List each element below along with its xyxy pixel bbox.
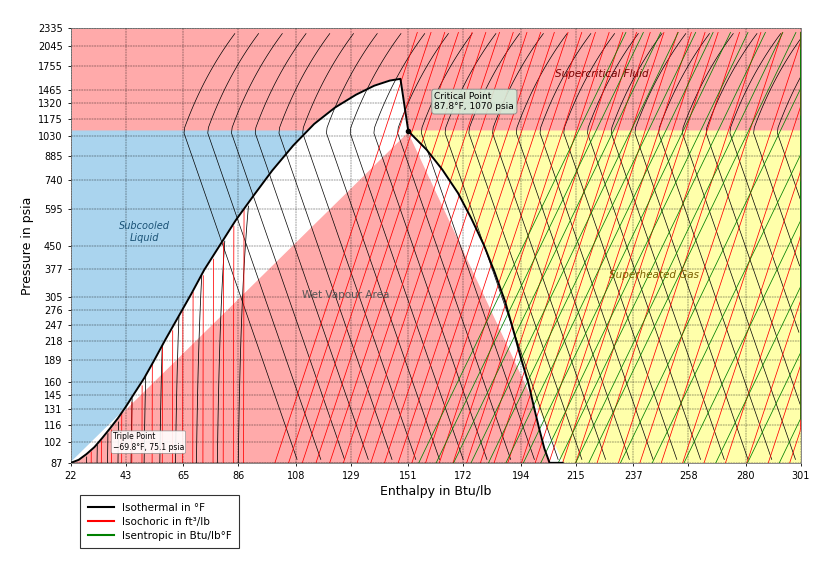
- Polygon shape: [71, 79, 563, 463]
- Text: Supercritical Fluid: Supercritical Fluid: [555, 69, 649, 79]
- Polygon shape: [409, 131, 801, 463]
- Text: Triple Point
−69.8°F, 75.1 psia: Triple Point −69.8°F, 75.1 psia: [113, 433, 184, 452]
- Text: Subcooled
Liquid: Subcooled Liquid: [118, 221, 169, 242]
- Polygon shape: [71, 79, 409, 463]
- Text: Wet Vapour Area: Wet Vapour Area: [302, 290, 389, 300]
- X-axis label: Enthalpy in Btu/lb: Enthalpy in Btu/lb: [380, 485, 491, 498]
- Legend: Isothermal in °F, Isochoric in ft³/lb, Isentropic in Btu/lb°F: Isothermal in °F, Isochoric in ft³/lb, I…: [80, 495, 239, 548]
- Text: Critical Point
87.8°F, 1070 psia: Critical Point 87.8°F, 1070 psia: [435, 92, 515, 111]
- Y-axis label: Pressure in psia: Pressure in psia: [21, 196, 33, 295]
- Text: Superheated Gas: Superheated Gas: [609, 270, 699, 280]
